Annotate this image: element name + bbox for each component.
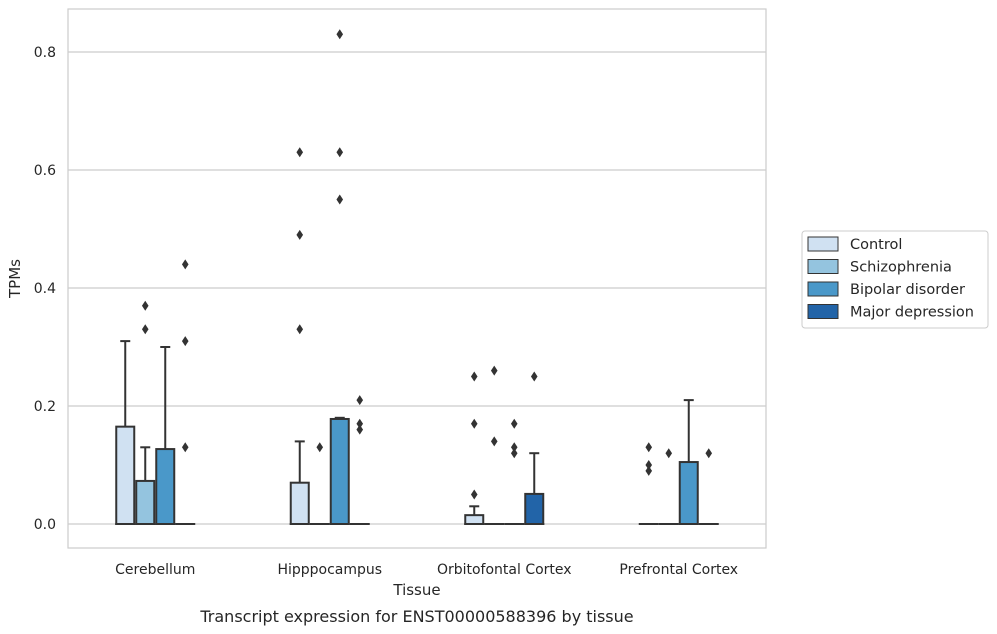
legend-swatch (807, 259, 839, 274)
outlier-point (470, 371, 478, 382)
x-tick-label: Orbitofontal Cortex (437, 562, 572, 578)
box-0-3 (638, 442, 659, 525)
y-tick-label: 0.6 (34, 163, 56, 179)
legend-swatch (807, 236, 839, 252)
outlier-point (490, 436, 498, 447)
box-0-0 (115, 340, 136, 525)
box-body (524, 492, 545, 526)
y-tick-label: 0.4 (34, 281, 56, 297)
box-3-3 (698, 448, 719, 525)
outlier-point (296, 147, 304, 158)
box-layer (115, 29, 719, 526)
outlier-point (645, 465, 653, 476)
legend-label: Major depression (850, 305, 974, 321)
box-0-2 (464, 371, 485, 526)
outlier-point (296, 324, 304, 335)
outlier-point (356, 424, 364, 435)
outlier-point (530, 371, 538, 382)
y-tick-label: 0.0 (34, 517, 56, 533)
box-2-3 (678, 399, 699, 525)
outlier-point (181, 259, 189, 270)
y-tick-label: 0.2 (34, 399, 56, 415)
outlier-point (645, 460, 653, 470)
x-tick-label: Cerebellum (115, 562, 195, 578)
legend-swatch (807, 281, 839, 297)
box-body (155, 448, 176, 526)
box-2-1 (329, 29, 350, 526)
outlier-point (141, 324, 149, 335)
plot-frame (67, 8, 767, 549)
box-body (329, 417, 350, 526)
outlier-point (181, 442, 189, 453)
box-3-0 (175, 259, 196, 525)
box-body (289, 481, 310, 526)
outlier-point (470, 418, 478, 429)
legend: Control Schizophrenia Bipolar disorder Majo… (801, 230, 989, 329)
box-1-1 (309, 442, 330, 525)
box-0-1 (289, 147, 310, 526)
box-3-1 (349, 395, 370, 525)
box-1-0 (135, 300, 156, 525)
y-axis-title: TPMs (6, 259, 24, 299)
box-body (464, 514, 485, 526)
box-body (678, 461, 699, 525)
outlier-point (316, 442, 324, 453)
outlier-point (490, 365, 498, 376)
outlier-point (510, 418, 518, 429)
outlier-point (181, 336, 189, 347)
box-2-0 (155, 346, 176, 526)
legend-swatch (807, 304, 839, 319)
outlier-point (645, 442, 653, 453)
y-tick-label: 0.8 (34, 45, 56, 61)
outlier-point (705, 448, 713, 459)
outlier-point (665, 448, 673, 459)
outlier-point (336, 194, 344, 205)
legend-label: Control (850, 237, 902, 253)
legend-label: Bipolar disorder (850, 282, 965, 298)
outlier-point (336, 29, 344, 40)
box-2-2 (504, 418, 525, 525)
outlier-point (510, 448, 518, 459)
box-body (115, 425, 136, 525)
outlier-point (510, 442, 518, 453)
x-axis-title: Tissue (392, 581, 440, 599)
tick-labels: 0.0 0.2 0.4 0.6 0.8 Cerebellum Hipppocampus Orb… (34, 45, 738, 578)
legend-label: Schizophrenia (850, 260, 952, 276)
x-tick-label: Prefrontal Cortex (619, 562, 738, 578)
box-body (135, 479, 156, 525)
outlier-point (336, 147, 344, 158)
legend-frame (801, 230, 989, 329)
chart-caption: Transcript expression for ENST0000058839… (199, 607, 633, 626)
x-tick-label: Hipppocampus (277, 562, 382, 578)
box-1-3 (658, 448, 679, 525)
outlier-point (470, 489, 478, 500)
box-1-2 (484, 365, 505, 525)
box-3-2 (524, 371, 545, 526)
outlier-point (356, 418, 364, 429)
outlier-point (356, 395, 364, 406)
outlier-point (141, 300, 149, 311)
outlier-point (296, 229, 304, 240)
